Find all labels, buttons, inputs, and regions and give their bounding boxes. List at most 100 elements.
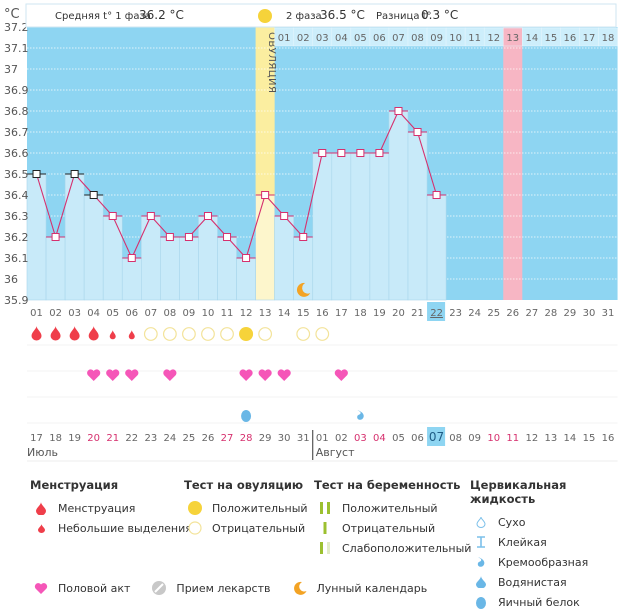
y-tick-label: 37 — [4, 63, 18, 76]
temperature-bar — [407, 131, 428, 301]
phase2-day-label: 09 — [430, 33, 443, 44]
legend-label: Отрицательный — [212, 521, 306, 535]
legend-item: Водянистая — [470, 572, 626, 592]
legend-item: Кремообразная — [470, 552, 626, 572]
legend-label: Небольшие выделения — [58, 521, 192, 535]
phase2-day-label: 02 — [297, 33, 310, 44]
legend-label: Слабоположительный — [342, 541, 472, 555]
legend-label: Яичный белок — [498, 595, 580, 609]
diff-value: 0.3 °C — [421, 8, 458, 22]
calendar-date-label: 29 — [259, 433, 272, 444]
temperature-bar — [102, 215, 123, 301]
temperature-bar — [83, 194, 104, 301]
sticky-icon — [470, 536, 492, 548]
temperature-point — [146, 212, 155, 220]
calendar-date-label: 09 — [468, 433, 481, 444]
legend-label: Положительный — [212, 501, 308, 515]
ovulation-test-negative-icon — [296, 327, 311, 341]
heart-icon — [239, 369, 253, 381]
one-line-icon — [314, 522, 336, 534]
egg-white-icon — [241, 410, 252, 422]
calendar-date-label: 27 — [221, 433, 234, 444]
positive-circle-icon — [184, 501, 206, 515]
temperature-bar — [388, 110, 409, 301]
legend-other: Половой акт Прием лекарств Лунный календ… — [30, 578, 427, 598]
calendar-date-label: 31 — [297, 433, 310, 444]
legend-label: Водянистая — [498, 575, 567, 589]
y-tick-label: 36.6 — [4, 147, 29, 160]
calendar-date-label: 11 — [506, 433, 519, 444]
temperature-point — [108, 212, 117, 220]
temperature-point — [375, 149, 384, 157]
legend-menstruation: Менструация Менструация Небольшие выделе… — [30, 478, 192, 538]
ovulation-test-negative-icon — [201, 327, 215, 341]
cycle-day-label: 17 — [335, 308, 348, 319]
creamy-icon — [357, 410, 364, 420]
temperature-point — [280, 212, 289, 220]
phase2-day-label: 08 — [411, 33, 424, 44]
temperature-bar — [312, 152, 333, 301]
ovulation-label: ОВУЛЯЦИЯ — [266, 32, 277, 94]
legend-item: Клейкая — [470, 532, 626, 552]
pill-icon — [148, 581, 170, 595]
y-tick-label: 36.3 — [4, 210, 29, 223]
watery-drop-icon — [470, 576, 492, 588]
calendar-date-label: 05 — [392, 433, 405, 444]
calendar-date-label: 07 — [429, 430, 444, 444]
calendar-date-label: 30 — [278, 433, 291, 444]
temperature-bar — [369, 152, 390, 301]
temperature-bar — [160, 236, 180, 301]
phase1-value: 36.2 °C — [139, 8, 184, 22]
legend-item: Слабоположительный — [314, 538, 471, 558]
cycle-day-label: 24 — [468, 308, 481, 319]
temperature-point — [32, 170, 41, 178]
ovulation-test-negative-icon — [182, 327, 196, 341]
cycle-day-label: 19 — [373, 308, 386, 319]
bbt-chart: ОВУЛЯЦИЯ 37.2 37.1 37 36.9 36.8 36.7 36.6 36.5 3… — [4, 3, 618, 462]
ovulation-test-negative-icon — [162, 327, 177, 341]
y-tick-label: 36.2 — [4, 231, 29, 244]
cycle-day-label: 04 — [87, 308, 100, 319]
cycle-day-label: 22 — [430, 308, 443, 319]
expected-period-column — [503, 27, 523, 300]
temperature-bar — [26, 173, 47, 301]
calendar-date-label: 08 — [449, 433, 462, 444]
temperature-bar — [426, 194, 447, 301]
heart-icon — [258, 369, 272, 381]
unit-label: °C — [4, 7, 20, 22]
moon-icon — [289, 581, 311, 595]
calendar-date-label: 21 — [106, 433, 119, 444]
today-highlight — [427, 302, 446, 321]
calendar-date-label: 20 — [87, 433, 100, 444]
legend-item: Отрицательный — [314, 518, 471, 538]
legend-item: Половой акт — [30, 578, 130, 598]
phase2-value: 36.5 °C — [320, 8, 365, 22]
heart-icon — [87, 369, 101, 381]
cycle-day-label: 31 — [602, 308, 615, 319]
small-blood-drop-icon — [109, 330, 116, 340]
cycle-day-label: 29 — [564, 308, 577, 319]
cycle-day-label: 21 — [411, 308, 424, 319]
legend-pregnancy-title: Тест на беременность — [314, 478, 461, 492]
small-blood-drop-icon — [128, 330, 135, 340]
cycle-day-label: 01 — [30, 308, 43, 319]
diff-label: Разница t° — [376, 11, 432, 22]
two-lines-icon — [314, 502, 336, 514]
phase2-day-label: 11 — [468, 33, 481, 44]
calendar-date-label: 15 — [583, 433, 596, 444]
y-tick-label: 37.2 — [4, 21, 29, 34]
phase2-day-label: 12 — [487, 33, 500, 44]
summary-bar — [25, 3, 617, 28]
temperature-bar — [45, 236, 66, 301]
temperature-point — [51, 233, 60, 241]
temperature-point — [127, 254, 136, 262]
calendar-date-label: 13 — [545, 433, 558, 444]
temperature-bar — [331, 152, 352, 301]
cycle-day-label: 03 — [68, 308, 81, 319]
blood-drop-icon — [30, 501, 52, 515]
month-label: Июль — [27, 446, 58, 459]
month-label: Август — [316, 446, 355, 459]
negative-circle-icon — [184, 521, 206, 535]
temperature-point — [318, 149, 327, 157]
phase2-day-label: 17 — [583, 33, 596, 44]
